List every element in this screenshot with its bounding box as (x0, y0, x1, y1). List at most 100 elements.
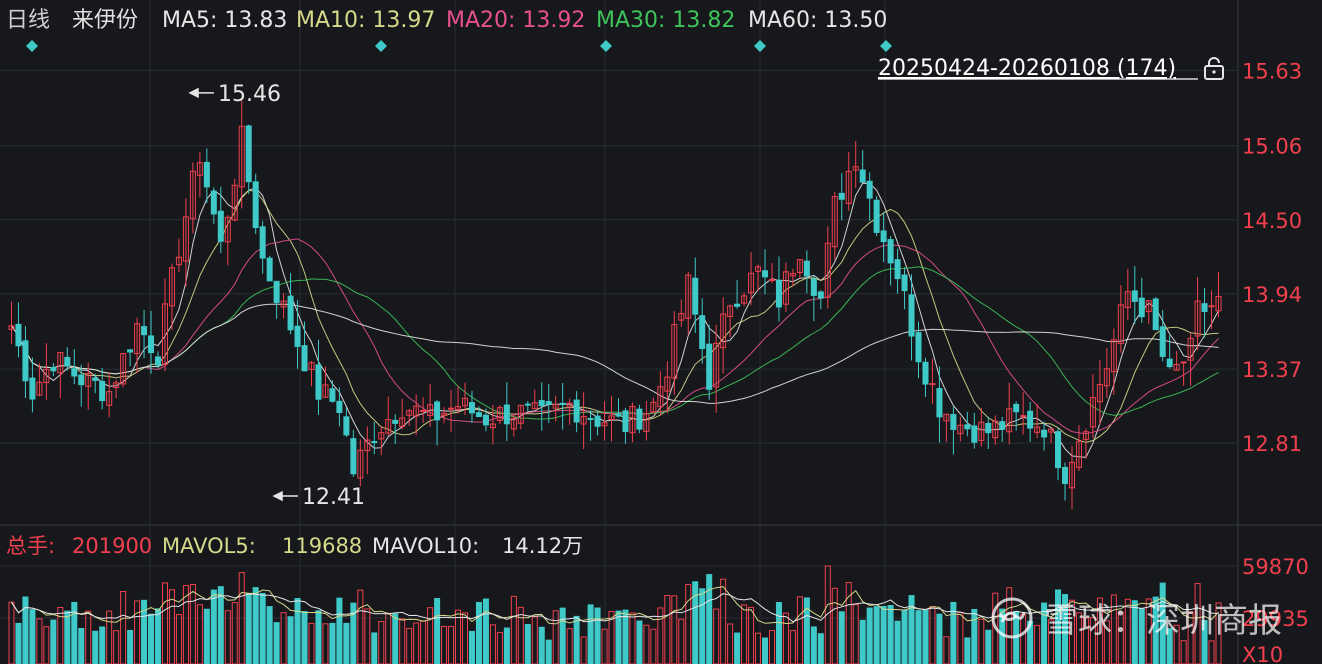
ma-legend: MA5: 13.83 MA10: 13.97 MA20: 13.92 MA30: 13… (162, 8, 887, 33)
volume-bar (468, 630, 475, 664)
volume-bar (838, 611, 845, 664)
candle-body (441, 412, 448, 416)
ma-line-60 (11, 303, 1219, 404)
candle-body (964, 424, 971, 430)
candle-body (420, 409, 427, 412)
volume-bar (50, 619, 57, 664)
volume-ma-line-10 (11, 593, 1219, 623)
ma-legend-item: MA5: 13.83 (162, 8, 287, 33)
candle-body (594, 415, 601, 427)
candle-body (189, 170, 196, 220)
candle-body (1089, 397, 1096, 428)
volume-bar (127, 629, 134, 664)
candle-body (1041, 429, 1048, 438)
candle-body (71, 368, 78, 377)
ma-legend-item: MA20: 13.92 (446, 8, 585, 33)
candle-body (57, 352, 64, 374)
candle-body (1180, 361, 1187, 364)
volume-bar (461, 612, 469, 664)
candle-body (1117, 304, 1124, 345)
volume-bar (371, 632, 378, 664)
candle-body (1187, 337, 1194, 361)
price-axis-labels: 15.63 15.06 14.50 13.94 13.37 12.81 (1242, 59, 1302, 456)
candle-body (692, 277, 699, 315)
candle-body (915, 332, 922, 363)
volume-bar (273, 622, 280, 664)
volume-bar (148, 613, 155, 664)
candle-body (315, 364, 322, 400)
volume-ma-lines (11, 586, 1219, 625)
candle-body (496, 407, 503, 421)
candle-body (531, 402, 538, 410)
volume-bar (245, 593, 252, 664)
candle-body (399, 417, 406, 428)
watermark-text: 雪球：深圳商报 (1044, 601, 1282, 641)
volume-bar (1138, 608, 1145, 664)
candle-body (775, 279, 782, 308)
volume-bar (699, 588, 706, 664)
volume-bar (1152, 596, 1159, 664)
volume-bar (692, 581, 699, 664)
volume-bar (29, 609, 36, 664)
candle-body (985, 423, 992, 434)
volume-bar (824, 565, 831, 664)
candle-body (671, 323, 678, 379)
period-label[interactable]: 日线 (6, 8, 50, 33)
candle-body (880, 230, 887, 243)
volume-bar (1166, 628, 1173, 664)
price-tick-label: 14.50 (1242, 209, 1302, 233)
candle-body (196, 162, 203, 176)
candle-body (859, 169, 866, 183)
candle-body (810, 278, 817, 296)
volume-bar (685, 584, 692, 664)
date-range-label[interactable]: 20250424-20260108 (174) (878, 56, 1176, 81)
mavol5-label: MAVOL5: (162, 534, 256, 558)
volume-bar (15, 622, 22, 664)
candle-body (22, 340, 29, 382)
candle-body (824, 242, 831, 298)
candle-body (203, 161, 210, 188)
volume-bar (350, 602, 357, 664)
candle-body (336, 400, 343, 414)
volume-bar (636, 620, 643, 664)
candle-body (1075, 440, 1082, 468)
candle-body (1124, 291, 1131, 308)
candle-body (1013, 403, 1020, 413)
volume-bar (392, 613, 399, 664)
candle-body (566, 402, 573, 408)
volume-legend: 总手: 201900 MAVOL5: 119688 MAVOL10: 14.12… (6, 534, 583, 558)
candle-body (371, 441, 378, 444)
volume-bar (266, 606, 273, 664)
volume-bar (175, 614, 182, 664)
candle-body (1006, 408, 1013, 433)
candle-body (1103, 368, 1110, 387)
lock-icon[interactable] (1204, 57, 1224, 80)
candle-body (503, 404, 510, 425)
watermark: 雪球：深圳商报 (990, 593, 1282, 642)
candle-body (664, 376, 671, 392)
volume-ma-line-5 (11, 586, 1219, 625)
candle-body (1068, 461, 1076, 489)
candle-body (475, 412, 482, 418)
price-tick-label: 15.06 (1242, 135, 1302, 159)
volume-bar (78, 627, 85, 664)
volume-bar (873, 606, 880, 664)
candle-body (489, 423, 496, 429)
candle-body (29, 377, 36, 400)
candle-body (706, 343, 713, 390)
volume-bar (168, 589, 175, 664)
candle-body (768, 279, 775, 282)
volume-bar (957, 612, 964, 664)
candle-body (36, 381, 43, 396)
candle-body (1138, 297, 1145, 318)
event-marker-icon (26, 40, 38, 52)
volume-bar (238, 572, 245, 664)
volume-bar (134, 600, 141, 664)
candle-body (643, 413, 650, 432)
volume-bar (552, 610, 559, 664)
volume-bar (322, 623, 329, 664)
candle-body (1166, 358, 1173, 368)
candle-body (1027, 410, 1034, 429)
candle-body (727, 305, 734, 317)
